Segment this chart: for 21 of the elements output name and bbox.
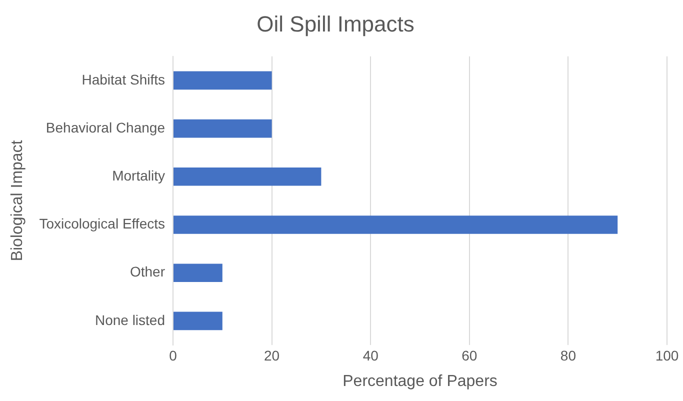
bar [174, 216, 618, 234]
y-tick-label: Habitat Shifts [82, 71, 165, 88]
bar [174, 264, 222, 282]
x-axis-title: Percentage of Papers [342, 372, 498, 390]
bar [174, 119, 272, 138]
bar [174, 71, 272, 90]
x-tick-label: 100 [655, 347, 679, 364]
bar [174, 168, 322, 186]
y-tick-label: Toxicological Effects [39, 216, 165, 232]
y-axis-title: Biological Impact [9, 140, 26, 262]
x-tick-label: 20 [264, 347, 280, 364]
y-tick-label: Mortality [112, 168, 165, 184]
chart-title: Oil Spill Impacts [256, 11, 414, 36]
bar [174, 312, 222, 330]
x-tick-label: 60 [462, 347, 478, 364]
x-tick-label: 80 [560, 347, 576, 364]
y-tick-label: Other [130, 264, 166, 280]
y-tick-label: None listed [94, 312, 165, 328]
x-tick-label: 0 [169, 347, 178, 364]
x-tick-label: 40 [362, 347, 379, 364]
y-tick-label: Behavioral Change [46, 119, 166, 136]
